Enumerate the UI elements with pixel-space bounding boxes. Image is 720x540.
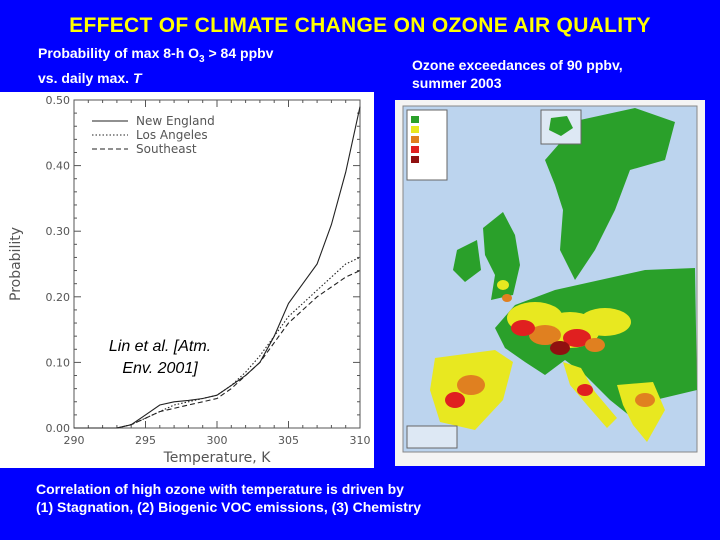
map-legend-swatch — [411, 156, 419, 163]
bottom-caption-line2: (1) Stagnation, (2) Biogenic VOC emissio… — [36, 499, 422, 515]
canary-inset — [406, 425, 458, 449]
x-tick-label: 300 — [207, 434, 228, 447]
exceedance-patch — [563, 329, 591, 347]
ireland-shape — [453, 240, 481, 282]
x-axis-label: Temperature, K — [163, 450, 272, 466]
britain-shape — [483, 212, 520, 300]
x-tick-label: 305 — [278, 434, 299, 447]
slide-title: EFFECT OF CLIMATE CHANGE ON OZONE AIR QU… — [69, 14, 651, 37]
series-line-new-england — [74, 106, 361, 429]
exceedance-patch — [579, 308, 631, 336]
chart-caption-subscript: 3 — [199, 53, 205, 65]
probability-chart: 0.00 0.10 0.20 0.30 0.40 0.50 290 295 300 305 310 T… — [0, 92, 374, 468]
map-caption-line1: Ozone exceedances of 90 ppbv, — [412, 57, 623, 73]
y-tick-label: 0.50 — [46, 94, 71, 107]
europe-map-svg — [402, 105, 698, 453]
exceedance-patch — [502, 294, 512, 302]
bottom-caption: Correlation of high ozone with temperatu… — [36, 480, 696, 516]
svalbard-shape — [549, 116, 573, 136]
citation-line2: Env. 2001] — [122, 360, 198, 377]
scandinavia-shape — [545, 108, 675, 280]
y-axis-label: Probability — [8, 227, 24, 301]
y-tick-label: 0.00 — [46, 422, 71, 435]
y-tick-label: 0.30 — [46, 225, 71, 238]
chart-caption-line2-pre: vs. daily max. — [38, 69, 133, 86]
exceedance-patch — [577, 384, 593, 396]
chart-caption-line1-post: > 84 ppbv — [204, 45, 274, 61]
map-caption: Ozone exceedances of 90 ppbv, summer 200… — [412, 56, 712, 92]
y-tick-label: 0.40 — [46, 160, 71, 173]
series-line-southeast — [74, 270, 361, 429]
x-tick-label: 310 — [350, 434, 371, 447]
probability-chart-svg: 0.00 0.10 0.20 0.30 0.40 0.50 290 295 300 305 310 T… — [8, 94, 371, 466]
map-legend-swatch — [411, 116, 419, 123]
chart-caption-italic-t: T — [132, 69, 142, 86]
exceedance-patch — [445, 392, 465, 408]
legend-label: Los Angeles — [136, 128, 208, 142]
citation-line1: Lin et al. [Atm. — [109, 338, 211, 355]
exceedance-patch — [635, 393, 655, 407]
exceedance-patch — [511, 320, 535, 336]
exceedance-patch — [529, 325, 561, 345]
y-tick-label: 0.10 — [46, 356, 71, 369]
map-legend-swatch — [411, 126, 419, 133]
legend-label: Southeast — [136, 142, 197, 156]
map-legend-swatch — [411, 146, 419, 153]
italy-shape — [563, 362, 617, 428]
map-legend-swatch — [411, 136, 419, 143]
x-tick-label: 290 — [64, 434, 85, 447]
chart-caption-line1-pre: Probability of max 8-h O — [38, 45, 200, 61]
y-tick-label: 0.20 — [46, 291, 71, 304]
series-line-los-angeles — [74, 256, 361, 429]
exceedance-patch — [585, 338, 605, 352]
chart-caption: Probability of max 8-h O3 > 84 ppbv vs. … — [38, 44, 378, 87]
ozone-map — [395, 100, 705, 466]
exceedance-patch — [550, 341, 570, 355]
exceedance-patch — [497, 280, 509, 290]
exceedance-patch — [457, 375, 485, 395]
bottom-caption-line1: Correlation of high ozone with temperatu… — [36, 481, 404, 497]
map-caption-line2: summer 2003 — [412, 75, 502, 91]
legend-label: New England — [136, 114, 215, 128]
x-tick-label: 295 — [135, 434, 156, 447]
